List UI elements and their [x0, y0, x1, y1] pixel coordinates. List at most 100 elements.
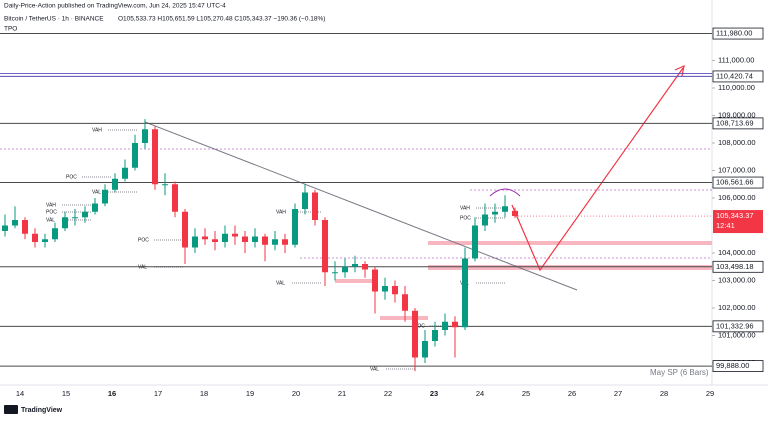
day-label: 17 [154, 389, 162, 398]
arrow-head [674, 64, 685, 77]
level-badge [712, 27, 764, 40]
candle-body [332, 272, 338, 274]
zone [380, 316, 428, 320]
day-label: 20 [292, 389, 300, 398]
arc [489, 188, 521, 197]
candle-body [152, 129, 158, 185]
candle-body [302, 192, 308, 210]
tpo-label: POC [460, 215, 471, 221]
candle-body [232, 233, 238, 237]
candle-body [32, 233, 38, 243]
level-label: 99,888.00 [716, 361, 749, 370]
current-price-label: 105,343.37 [716, 211, 754, 220]
level-label: 103,498.18 [716, 262, 754, 271]
candle-body [222, 233, 228, 243]
candle-body [472, 225, 478, 259]
candle-body [502, 206, 508, 212]
candle-body [12, 220, 18, 226]
projection-arrow [511, 67, 684, 272]
candle-body [482, 214, 488, 226]
chart-layer: 111,000.00 110,000.00 109,000.00 108,000.00… [0, 27, 764, 398]
candle-body [252, 236, 258, 243]
brand: TradingView [21, 407, 63, 414]
candle-body [2, 225, 8, 232]
candle-body [262, 236, 268, 245]
candle-body [372, 269, 378, 292]
publisher: Daily-Price-Action published on TradingV… [4, 3, 226, 10]
tpo-label: POC [138, 237, 149, 243]
tpo-label: VAH [46, 202, 56, 208]
level-label: 108,713.69 [716, 118, 754, 127]
day-label: 24 [476, 389, 484, 398]
candle-body [342, 266, 348, 273]
candle-body [62, 217, 68, 229]
level-badge [712, 360, 764, 372]
candle-body [122, 167, 128, 179]
candle-body [352, 264, 358, 267]
day-label: 29 [706, 389, 714, 398]
candle-body [462, 258, 468, 328]
candle-body [42, 239, 48, 243]
level-badge [712, 320, 764, 333]
tpo-label: POC [414, 323, 425, 329]
tpo-label: POC [46, 209, 57, 215]
candle-body [162, 184, 168, 186]
supply-zone [428, 241, 712, 245]
ohlc-readout: O105,533.73 H105,651.59 L105,270.48 C105… [118, 16, 325, 23]
day-label: 19 [246, 389, 254, 398]
candle-body [92, 203, 98, 212]
candle-body [172, 184, 178, 212]
candle-body [192, 236, 198, 248]
candle-body [512, 210, 518, 217]
day-label: 22 [384, 389, 392, 398]
candle-body [112, 178, 118, 190]
candle-body [182, 211, 188, 248]
countdown: 12:41 [716, 221, 735, 230]
level-label: 101,332.96 [716, 321, 754, 330]
candle-body [102, 189, 108, 204]
candle-body [492, 211, 498, 215]
indicator: TPO [4, 26, 17, 33]
demand-zone [428, 265, 712, 270]
price-tick-label: 110,000.00 [718, 83, 755, 92]
candle-body [402, 294, 408, 311]
tpo-label: VAL [370, 366, 379, 372]
day-label: 21 [338, 389, 346, 398]
tpo-label: VAH [92, 127, 102, 133]
candle-body [242, 236, 248, 243]
candle-body [292, 209, 298, 245]
logo [4, 405, 18, 414]
session-label: May SP (6 Bars) [650, 368, 709, 377]
candle-body [442, 321, 448, 331]
price-tick-label: 108,000.00 [718, 138, 756, 147]
level-label: 111,980.00 [716, 29, 752, 38]
candle-body [432, 330, 438, 342]
candle-body [212, 239, 218, 243]
level-label: 106,561.66 [716, 178, 754, 187]
candle-body [272, 239, 278, 245]
candle-body [72, 217, 78, 219]
tpo-label: POC [66, 174, 77, 180]
candle-body [142, 129, 148, 144]
trendline [144, 121, 578, 291]
candle-body [412, 310, 418, 358]
price-tick-label: 104,000.00 [718, 248, 756, 257]
day-label: 28 [660, 389, 668, 398]
tpo-label: VAH [276, 209, 286, 215]
day-label: 27 [614, 389, 622, 398]
candle-body [82, 211, 88, 218]
day-label: 18 [200, 389, 208, 398]
day-label: 23 [430, 389, 438, 398]
day-label: 16 [108, 389, 116, 398]
candle-body [312, 192, 318, 221]
price-tick-label: 103,000.00 [718, 275, 756, 284]
level-badge [712, 70, 764, 83]
day-label: 14 [16, 389, 24, 398]
candle-body [452, 321, 458, 328]
tpo-label: VAL [276, 280, 285, 286]
price-tick-label: 106,000.00 [718, 193, 756, 202]
level-badge [712, 117, 764, 130]
current-price-badge [713, 210, 763, 234]
